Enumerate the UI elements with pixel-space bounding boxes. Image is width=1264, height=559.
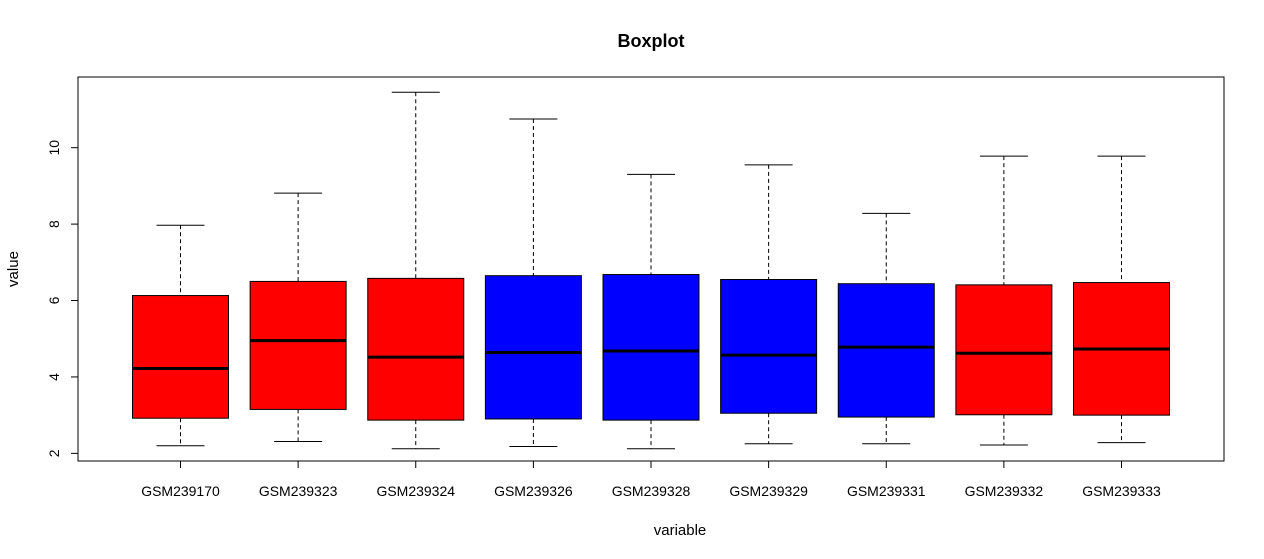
- iqr-box: [249, 280, 347, 410]
- x-tick-label: GSM239326: [494, 483, 573, 499]
- y-tick-label: 8: [46, 220, 62, 228]
- y-tick-label: 10: [46, 140, 62, 156]
- box-GSM239333: [1073, 155, 1170, 444]
- box-GSM239329: [720, 164, 818, 445]
- iqr-box: [720, 279, 818, 414]
- box-GSM239328: [602, 173, 700, 450]
- x-tick-label: GSM239331: [847, 483, 926, 499]
- x-tick-label: GSM239328: [612, 483, 691, 499]
- box-GSM239332: [955, 155, 1053, 446]
- boxes-group: [132, 91, 1170, 450]
- iqr-box: [837, 283, 935, 418]
- box-GSM239326: [484, 118, 582, 447]
- iqr-box: [955, 284, 1053, 416]
- x-tick-label: GSM239333: [1082, 483, 1161, 499]
- chart-title: Boxplot: [618, 31, 685, 51]
- x-axis: GSM239170 GSM239323 GSM239324 GSM239326 GSM2…: [141, 460, 1161, 499]
- x-tick-label: GSM239329: [729, 483, 808, 499]
- x-tick-label: GSM239170: [141, 483, 220, 499]
- x-axis-label: variable: [654, 522, 707, 539]
- iqr-box: [602, 274, 700, 421]
- iqr-box: [367, 277, 465, 421]
- y-tick-label: 6: [46, 296, 62, 304]
- y-axis-label: value: [5, 251, 22, 287]
- x-tick-label: GSM239332: [965, 483, 1044, 499]
- y-axis: 2 4 6 8 10: [46, 140, 79, 457]
- y-tick-label: 4: [46, 373, 62, 381]
- x-tick-label: GSM239324: [376, 483, 455, 499]
- box-GSM239331: [837, 212, 935, 445]
- box-GSM239323: [249, 192, 347, 443]
- iqr-box: [132, 295, 229, 419]
- iqr-box: [484, 275, 582, 420]
- y-tick-label: 2: [46, 449, 62, 457]
- box-GSM239170: [132, 224, 229, 447]
- x-tick-label: GSM239323: [259, 483, 338, 499]
- box-GSM239324: [367, 91, 465, 450]
